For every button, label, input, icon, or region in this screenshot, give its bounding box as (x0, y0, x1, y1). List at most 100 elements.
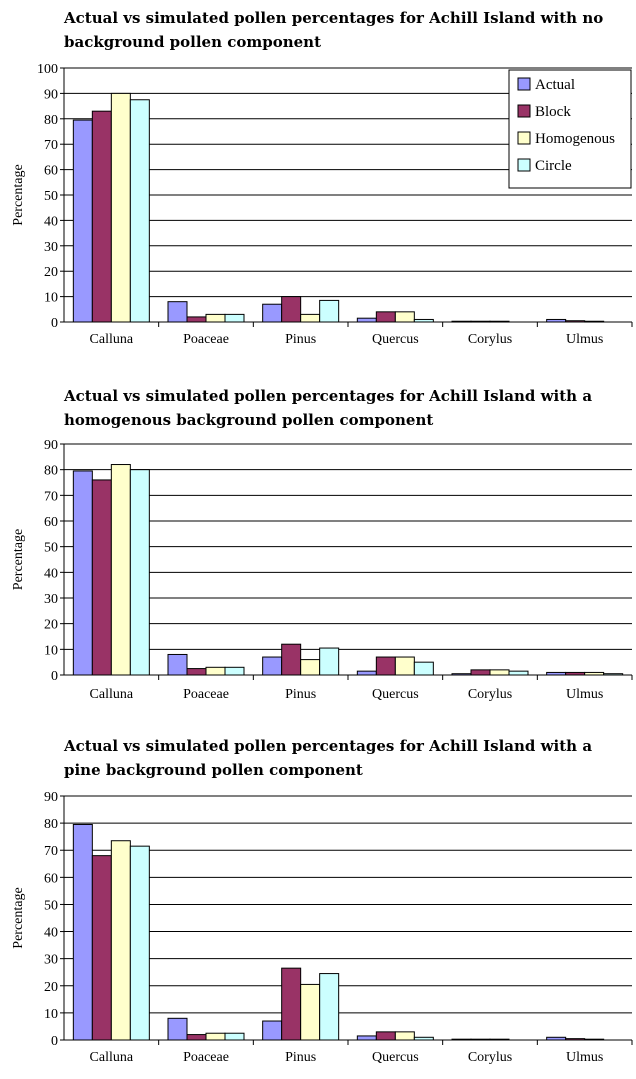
chart-1-plot: 0 10 20 30 40 50 60 70 80 90 100 Percentage Calluna P… (11, 62, 633, 347)
bar-block (186, 316, 207, 323)
x-tick-label: Quercus (372, 1050, 419, 1065)
bar-homogenous (584, 1038, 605, 1041)
bar-homogenous (300, 313, 321, 323)
bar-circle (319, 973, 340, 1041)
chart-panel-1: Actual vs simulated pollen percentages f… (0, 0, 636, 356)
bar-actual (451, 673, 472, 676)
bar-block (186, 668, 207, 676)
bar-block (281, 967, 302, 1041)
chart-panel-3: Actual vs simulated pollen percentages f… (0, 714, 636, 1079)
bar-circle (319, 647, 340, 676)
y-tick-label: 30 (44, 240, 58, 255)
bar-block (470, 320, 491, 323)
bar-circle (129, 99, 150, 323)
bar-actual (262, 1020, 283, 1041)
y-tick-label: 30 (44, 953, 58, 968)
y-tick-label: 50 (44, 189, 58, 204)
chart-title: Actual vs simulated pollen percentages f… (64, 9, 604, 51)
legend-label: Circle (535, 158, 572, 174)
bar-homogenous (205, 666, 226, 676)
x-tick-label: Corylus (468, 332, 512, 347)
bar-homogenous (489, 1038, 510, 1041)
legend-label: Block (535, 104, 571, 120)
bar-block (91, 855, 112, 1041)
y-tick-label: 40 (44, 566, 58, 581)
y-tick-label: 30 (44, 592, 58, 607)
x-tick-label: Pinus (285, 687, 316, 702)
y-tick-label: 10 (44, 643, 58, 658)
bar-circle (603, 673, 624, 676)
y-tick-label: 40 (44, 214, 58, 229)
bar-circle (413, 1036, 434, 1041)
x-tick-label: Poaceae (183, 1050, 229, 1065)
y-tick-label: 60 (44, 164, 58, 179)
x-tick-label: Poaceae (183, 687, 229, 702)
bar-homogenous (394, 311, 415, 323)
x-tick-label: Corylus (468, 1050, 512, 1065)
legend-label: Actual (535, 77, 575, 93)
y-tick-label: 70 (44, 138, 58, 153)
bar-homogenous (110, 92, 131, 323)
bar-actual (451, 1038, 472, 1041)
x-tick-label: Calluna (90, 332, 134, 347)
bar-actual (72, 119, 93, 323)
y-tick-label: 60 (44, 515, 58, 530)
bar-actual (451, 320, 472, 323)
bar-homogenous (394, 656, 415, 676)
bar-homogenous (584, 320, 605, 323)
y-axis-label: Percentage (11, 164, 26, 225)
bar-homogenous (110, 464, 131, 676)
bar-circle (508, 670, 529, 676)
bar-actual (546, 1036, 567, 1041)
bar-actual (356, 317, 377, 323)
bar-block (470, 1038, 491, 1041)
y-tick-label: 20 (44, 980, 58, 995)
bar-circle (129, 845, 150, 1041)
y-tick-label: 0 (51, 669, 58, 684)
bar-block (91, 110, 112, 323)
bar-homogenous (489, 320, 510, 323)
y-tick-label: 10 (44, 291, 58, 306)
chart-title: Actual vs simulated pollen percentages f… (64, 387, 593, 429)
y-tick-label: 40 (44, 926, 58, 941)
x-tick-label: Calluna (90, 687, 134, 702)
y-axis-label: Percentage (11, 887, 26, 948)
bar-block (186, 1034, 207, 1041)
y-tick-label: 90 (44, 87, 58, 102)
y-tick-label: 20 (44, 265, 58, 280)
y-tick-label: 70 (44, 844, 58, 859)
bar-homogenous (300, 659, 321, 676)
bar-actual (262, 656, 283, 676)
legend-swatch (517, 131, 531, 145)
y-tick-label: 60 (44, 871, 58, 886)
chart-3-plot: 0 10 20 30 40 50 60 70 80 90 Percentage Calluna Poac… (11, 790, 633, 1065)
bar-block (565, 671, 586, 676)
bar-circle (319, 299, 340, 323)
bar-block (470, 669, 491, 676)
y-tick-label: 0 (51, 1034, 58, 1049)
bar-actual (167, 653, 188, 676)
bar-homogenous (205, 1032, 226, 1041)
y-tick-label: 90 (44, 438, 58, 453)
x-tick-label: Quercus (372, 332, 419, 347)
x-tick-label: Quercus (372, 687, 419, 702)
legend-label: Homogenous (535, 131, 615, 147)
bar-homogenous (300, 983, 321, 1041)
x-tick-label: Ulmus (566, 687, 603, 702)
x-tick-label: Pinus (285, 1050, 316, 1065)
legend-swatch (517, 104, 531, 118)
y-tick-label: 80 (44, 113, 58, 128)
bar-actual (262, 303, 283, 323)
bar-circle (224, 1032, 245, 1041)
y-tick-label: 80 (44, 464, 58, 479)
x-tick-label: Poaceae (183, 332, 229, 347)
chart-title: Actual vs simulated pollen percentages f… (64, 737, 593, 779)
chart-2-plot: 0 10 20 30 40 50 60 70 80 90 Percentage Calluna Poac… (11, 438, 633, 702)
y-tick-label: 80 (44, 817, 58, 832)
bar-circle (224, 313, 245, 323)
bar-actual (167, 301, 188, 323)
bar-homogenous (110, 840, 131, 1041)
bar-block (375, 311, 396, 323)
chart-panel-2: Actual vs simulated pollen percentages f… (0, 356, 636, 714)
bar-circle (413, 318, 434, 323)
